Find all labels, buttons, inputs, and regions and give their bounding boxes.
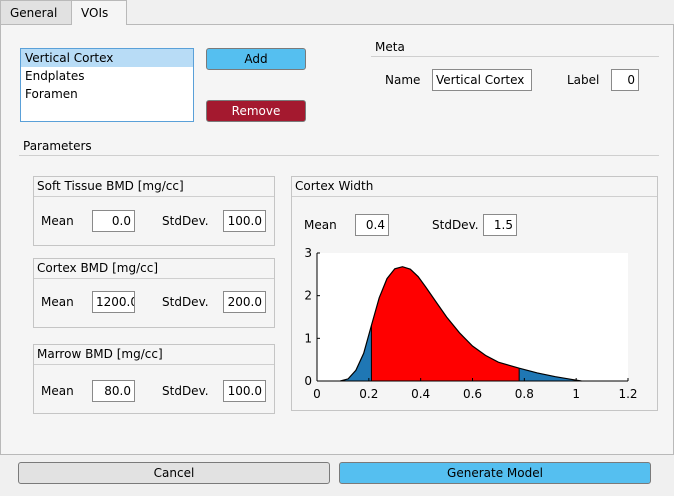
stddev-label: StdDev. — [162, 384, 209, 398]
stddev-label: StdDev. — [162, 214, 209, 228]
soft-tissue-std-field[interactable]: 100.0 — [223, 210, 266, 232]
x-tick-label: 0.4 — [411, 387, 430, 401]
stddev-label: StdDev. — [432, 218, 479, 232]
x-tick-label: 1 — [572, 387, 580, 401]
cortex-bmd-panel: Cortex BMD [mg/cc] Mean 1200.0 StdDev. 2… — [33, 258, 275, 328]
soft-tissue-title: Soft Tissue BMD [mg/cc] — [37, 179, 184, 193]
add-button[interactable]: Add — [206, 48, 306, 70]
label-label: Label — [567, 73, 599, 87]
marrow-bmd-title: Marrow BMD [mg/cc] — [37, 347, 163, 361]
panel-divider — [34, 278, 274, 279]
mean-label: Mean — [41, 384, 74, 398]
cortex-bmd-title: Cortex BMD [mg/cc] — [37, 261, 158, 275]
cortex-width-chart: 0 0.2 0.4 0.6 0.8 1 1.2 0 1 2 3 — [290, 240, 650, 405]
voi-list[interactable]: Vertical Cortex Endplates Foramen — [20, 48, 194, 122]
name-label: Name — [385, 73, 420, 87]
marrow-mean-field[interactable]: 80.0 — [92, 380, 135, 402]
x-tick-label: 0 — [313, 387, 321, 401]
mean-label: Mean — [41, 295, 74, 309]
cancel-button[interactable]: Cancel — [18, 462, 330, 484]
tab-general[interactable]: General — [0, 0, 72, 24]
y-tick-label: 3 — [304, 246, 312, 260]
mean-label: Mean — [41, 214, 74, 228]
soft-tissue-mean-field[interactable]: 0.0 — [92, 210, 135, 232]
list-item[interactable]: Foramen — [21, 85, 193, 103]
cortex-width-mean-field[interactable]: 0.4 — [355, 214, 389, 236]
panel-divider — [34, 196, 274, 197]
soft-tissue-panel: Soft Tissue BMD [mg/cc] Mean 0.0 StdDev.… — [33, 176, 275, 246]
panel-divider — [34, 364, 274, 365]
mean-label: Mean — [304, 218, 337, 232]
list-item[interactable]: Endplates — [21, 67, 193, 85]
cortex-width-title: Cortex Width — [295, 179, 373, 193]
marrow-std-field[interactable]: 100.0 — [223, 380, 266, 402]
x-tick-label: 0.8 — [515, 387, 534, 401]
y-tick-label: 1 — [304, 331, 312, 345]
x-tick-label: 0.6 — [463, 387, 482, 401]
cortex-mean-field[interactable]: 1200.0 — [92, 291, 135, 313]
meta-divider — [371, 56, 659, 57]
x-tick-label: 0.2 — [359, 387, 378, 401]
y-tick-label: 0 — [304, 374, 312, 388]
name-field[interactable]: Vertical Cortex — [432, 69, 532, 91]
y-tick-label: 2 — [304, 289, 312, 303]
marrow-bmd-panel: Marrow BMD [mg/cc] Mean 80.0 StdDev. 100… — [33, 344, 275, 414]
cortex-width-std-field[interactable]: 1.5 — [483, 214, 517, 236]
cortex-std-field[interactable]: 200.0 — [223, 291, 266, 313]
meta-heading: Meta — [375, 40, 405, 54]
tab-vois[interactable]: VOIs — [71, 0, 127, 25]
list-item[interactable]: Vertical Cortex — [21, 49, 193, 67]
stddev-label: StdDev. — [162, 295, 209, 309]
label-field[interactable]: 0 — [611, 69, 639, 91]
parameters-heading: Parameters — [23, 139, 92, 153]
remove-button[interactable]: Remove — [206, 100, 306, 122]
generate-model-button[interactable]: Generate Model — [339, 462, 651, 484]
parameters-divider — [19, 155, 659, 156]
panel-divider — [292, 196, 657, 197]
x-tick-label: 1.2 — [618, 387, 637, 401]
